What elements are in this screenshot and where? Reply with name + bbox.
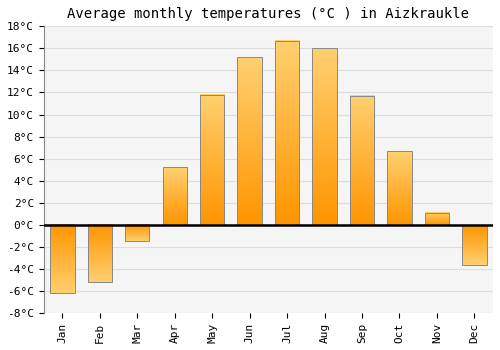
Bar	[312, 48, 336, 225]
Bar	[162, 167, 187, 225]
Title: Average monthly temperatures (°C ) in Aizkraukle: Average monthly temperatures (°C ) in Ai…	[68, 7, 469, 21]
Bar	[350, 96, 374, 225]
Bar	[50, 225, 74, 293]
Bar	[424, 213, 449, 225]
Bar	[125, 225, 150, 242]
Bar	[200, 94, 224, 225]
Bar	[275, 41, 299, 225]
Bar	[238, 57, 262, 225]
Bar	[388, 151, 411, 225]
Bar	[462, 225, 486, 265]
Bar	[88, 225, 112, 282]
